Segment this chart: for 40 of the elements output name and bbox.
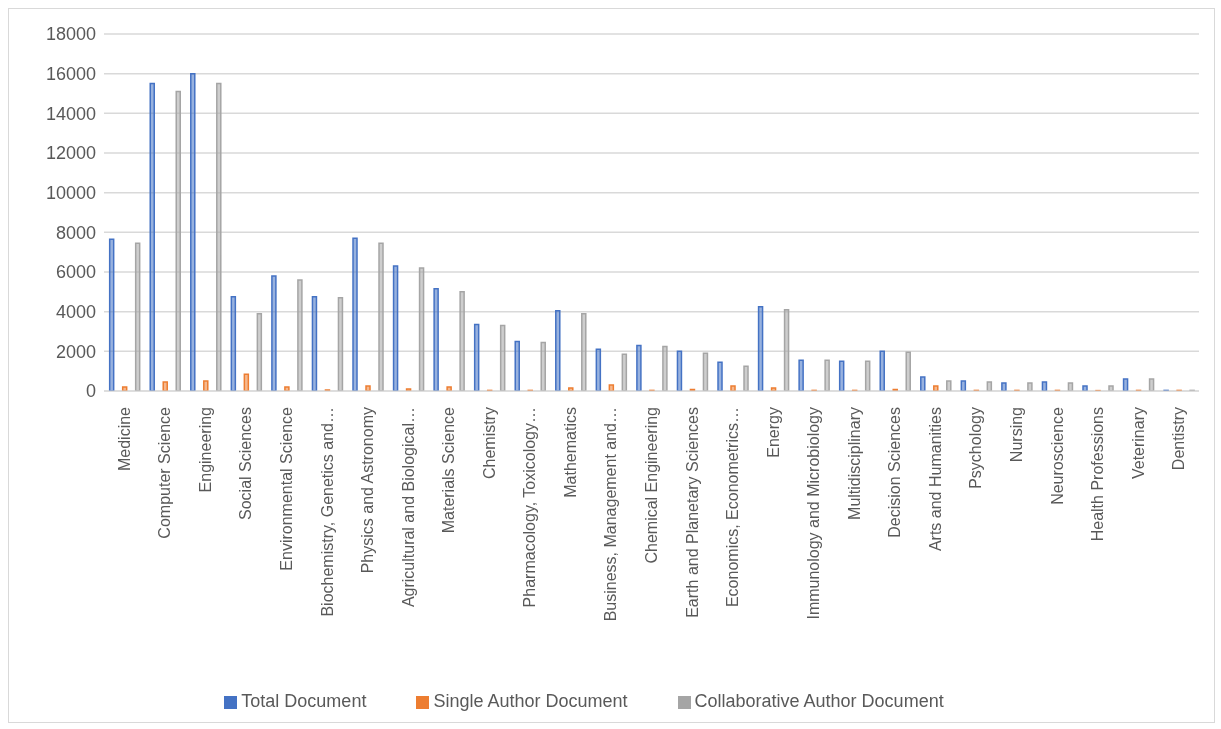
legend-label: Total Document: [241, 691, 367, 711]
y-tick-label: 12000: [45, 143, 96, 164]
x-tick-label: Earth and Planetary Sciences: [683, 407, 701, 618]
x-tick-label: Materials Science: [440, 406, 458, 534]
x-tick-label: Nursing: [1008, 407, 1025, 463]
x-tick-label: Decision Sciences: [886, 407, 904, 538]
x-tick-label: Dentistry: [1170, 407, 1188, 471]
x-tick-label: Agricultural and Biological…: [399, 407, 417, 608]
y-tick-label: 6000: [55, 262, 96, 283]
x-tick-label: Biochemistry, Genetics and…: [318, 407, 336, 617]
x-tick-label: Immunology and Microbiology: [805, 407, 823, 620]
x-tick-label: Arts and Humanities: [926, 407, 944, 552]
x-tick-label: Engineering: [196, 407, 214, 493]
x-tick-label: Psychology: [967, 407, 985, 489]
y-tick-label: 18000: [45, 24, 96, 45]
x-tick-label: Pharmacology, Toxicology…: [521, 407, 539, 608]
legend-label: Single Author Document: [433, 691, 628, 711]
x-tick-label: Energy: [764, 407, 782, 458]
x-tick-label: Chemical Engineering: [643, 407, 660, 564]
x-tick-label: Chemistry: [480, 407, 498, 480]
y-tick-label: 10000: [45, 183, 96, 204]
x-tick-label: Physics and Astronomy: [359, 407, 377, 574]
x-tick-label: Neuroscience: [1048, 406, 1066, 505]
y-tick-label: 2000: [55, 341, 96, 362]
x-tick-label: Environmental Science: [278, 406, 295, 571]
x-tick-label: Multidisciplinary: [845, 407, 863, 520]
y-tick-label: 4000: [55, 302, 96, 323]
x-tick-label: Economics, Econometrics…: [724, 407, 742, 608]
x-tick-label: Social Sciences: [237, 407, 255, 520]
y-tick-label: 14000: [45, 103, 96, 124]
legend-label: Collaborative Author Document: [694, 691, 944, 711]
x-tick-label: Business, Management and…: [602, 407, 620, 622]
x-tick-label: Computer Science: [156, 406, 174, 539]
y-tick-label: 8000: [55, 222, 96, 243]
x-tick-label: Medicine: [115, 406, 133, 472]
x-tick-label: Veterinary: [1129, 407, 1147, 480]
x-tick-label: Mathematics: [561, 407, 579, 498]
y-tick-label: 16000: [45, 64, 96, 85]
x-tick-label: Health Professions: [1089, 407, 1107, 542]
y-tick-label: 0: [85, 381, 96, 402]
